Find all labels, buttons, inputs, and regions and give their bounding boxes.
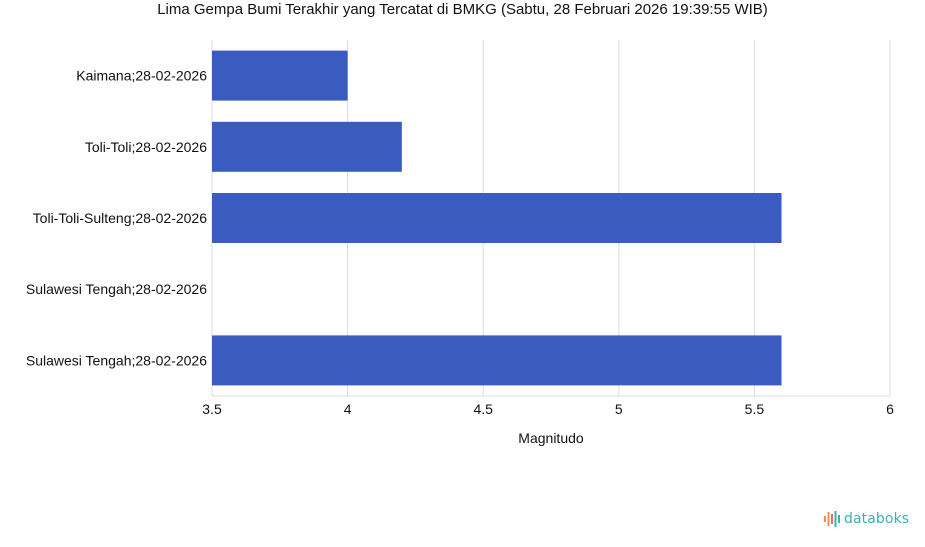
category-label: Sulawesi Tengah;28-02-2026 — [26, 352, 207, 368]
bar — [212, 50, 348, 101]
chart-title: Lima Gempa Bumi Terakhir yang Tercatat d… — [157, 1, 768, 18]
category-label: Sulawesi Tengah;28-02-2026 — [26, 281, 207, 297]
x-tick-label: 5.5 — [745, 401, 765, 417]
category-label: Toli-Toli-Sulteng;28-02-2026 — [33, 210, 208, 226]
x-axis-label: Magnitudo — [518, 430, 584, 446]
x-tick-label: 4 — [344, 401, 352, 417]
x-tick-label: 6 — [886, 401, 894, 417]
x-tick-labels: 3.5 4 4.5 5 5.5 6 — [202, 401, 894, 417]
category-labels: Kaimana;28-02-2026 Toli-Toli;28-02-2026 To… — [26, 68, 207, 369]
databoks-logo-text: databoks — [844, 511, 910, 527]
category-label: Toli-Toli;28-02-2026 — [85, 139, 207, 155]
databoks-logo-icon — [824, 511, 840, 527]
bar — [212, 335, 782, 386]
bars — [212, 50, 782, 386]
bar — [212, 121, 402, 172]
x-tick-label: 4.5 — [473, 401, 493, 417]
category-label: Kaimana;28-02-2026 — [76, 68, 207, 84]
x-tick-label: 5 — [615, 401, 623, 417]
databoks-logo: databoks — [824, 509, 909, 529]
bar — [212, 193, 782, 243]
x-tick-label: 3.5 — [202, 401, 222, 417]
